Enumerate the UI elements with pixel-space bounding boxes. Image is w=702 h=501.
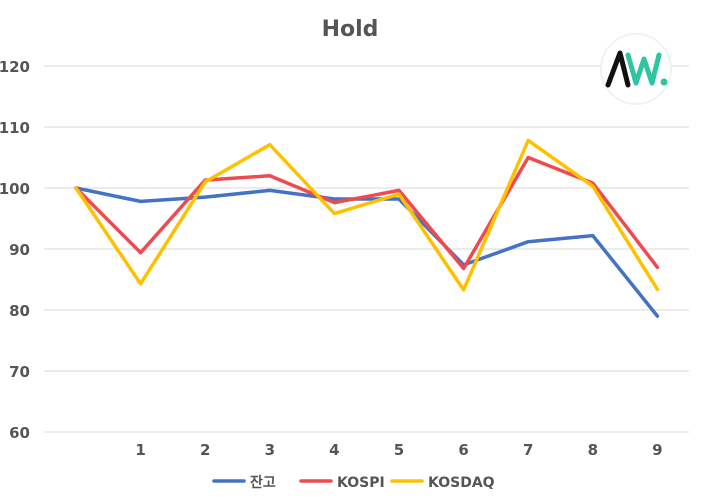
y-tick-label: 110 bbox=[0, 119, 30, 137]
legend-label-2: KOSDAQ bbox=[428, 475, 495, 491]
gridlines bbox=[44, 65, 689, 433]
series-line-1 bbox=[74, 155, 660, 271]
legend-label-0: 잔고 bbox=[250, 474, 276, 491]
chart-title: Hold bbox=[322, 17, 379, 42]
y-tick-label: 90 bbox=[9, 241, 30, 259]
y-axis-ticks: 60 70 80 90 100 110 120 bbox=[0, 58, 30, 442]
y-tick-label: 70 bbox=[9, 363, 30, 381]
x-tick-label: 3 bbox=[265, 441, 275, 459]
x-tick-label: 4 bbox=[329, 441, 339, 459]
series-line-2 bbox=[74, 138, 660, 292]
x-axis-ticks: 1 2 3 4 5 6 7 8 9 bbox=[135, 441, 662, 459]
y-tick-label: 60 bbox=[9, 424, 30, 442]
legend-label-1: KOSPI bbox=[337, 475, 385, 491]
legend: 잔고 KOSPI KOSDAQ bbox=[212, 474, 495, 491]
y-tick-label: 80 bbox=[9, 302, 30, 320]
x-tick-label: 2 bbox=[200, 441, 210, 459]
x-tick-label: 9 bbox=[652, 441, 662, 459]
series-lines bbox=[74, 138, 660, 318]
x-tick-label: 1 bbox=[135, 441, 145, 459]
x-tick-label: 5 bbox=[394, 441, 404, 459]
aw-logo-icon bbox=[597, 33, 675, 105]
x-tick-label: 8 bbox=[588, 441, 598, 459]
x-tick-label: 6 bbox=[458, 441, 468, 459]
series-line-0 bbox=[74, 186, 660, 318]
y-tick-label: 100 bbox=[0, 180, 30, 198]
y-tick-label: 120 bbox=[0, 58, 30, 76]
x-tick-label: 7 bbox=[523, 441, 533, 459]
